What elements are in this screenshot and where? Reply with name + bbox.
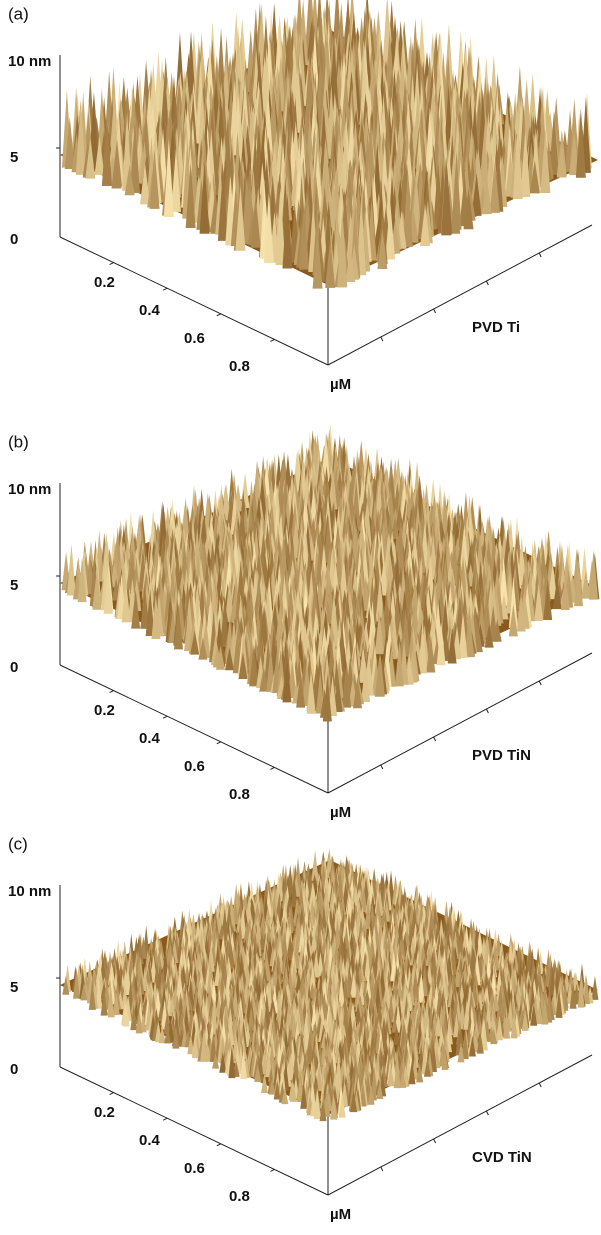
x-tick [163,1118,167,1120]
x-tick [110,263,114,265]
panel: (c)10 nm500.20.40.60.8µMCVD TiN [8,834,598,1222]
y-tick [539,681,541,685]
unit-label: µM [330,804,351,821]
x-tick-label: 0.2 [94,274,115,291]
y-tick [434,737,436,741]
x-tick [163,288,167,290]
surface-peak [67,544,76,596]
x-tick [163,716,167,718]
y-tick [381,337,383,341]
y-tick [539,253,541,257]
y-tick [381,765,383,769]
x-tick-label: 0.4 [139,730,161,747]
x-tick [217,1144,221,1146]
sample-label: PVD TiN [472,747,531,764]
y-tick [486,281,488,285]
x-tick-label: 0.2 [94,702,115,719]
z-tick-label: 0 [10,659,18,676]
surface-peak [312,850,319,881]
y-tick [486,709,488,713]
panel: (a) 10 nm 5 0 0.2 0.4 0.6 0.8 µM PVD Ti [8,0,598,393]
unit-label: µM [330,376,351,393]
x-tick [217,314,221,316]
x-tick [270,1169,274,1171]
y-tick [539,1083,541,1087]
x-tick [110,1093,114,1095]
sample-label: PVD Ti [472,319,520,336]
y-tick [381,1167,383,1171]
x-tick [270,339,274,341]
panel: (b) 10 nm 5 0 0.2 0.4 0.6 0.8 µM PVD TiN [8,424,599,821]
z-tick-label: 10 nm [8,481,51,498]
y-tick [434,1139,436,1143]
surface-peak [241,473,250,508]
panel-label: (a) [8,4,29,23]
z-tick-label: 5 [10,577,18,594]
x-tick [110,691,114,693]
z-tick-label: 0 [10,231,18,248]
z-tick-label: 10 nm [8,53,51,70]
x-tick-label: 0.6 [184,330,205,347]
x-tick [217,742,221,744]
y-tick [434,309,436,313]
panel-label: (b) [8,432,29,451]
x-tick-label: 0.6 [184,758,205,775]
y-tick [486,1111,488,1115]
x-tick-label: 0.8 [229,786,250,803]
x-tick-label: 0.8 [229,358,250,375]
x-tick [270,767,274,769]
z-tick-label: 5 [10,149,18,166]
x-tick-label: 0.4 [139,302,161,319]
